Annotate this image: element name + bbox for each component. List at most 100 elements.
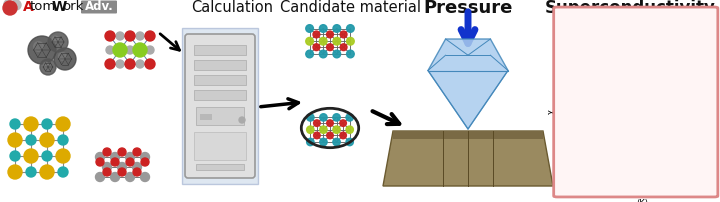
Circle shape — [8, 165, 22, 179]
Circle shape — [40, 133, 54, 147]
Circle shape — [52, 36, 59, 43]
Circle shape — [48, 32, 68, 52]
Circle shape — [346, 126, 354, 133]
Circle shape — [314, 132, 320, 139]
Circle shape — [146, 46, 154, 54]
Circle shape — [313, 44, 320, 50]
Circle shape — [341, 44, 347, 50]
Circle shape — [346, 50, 354, 58]
Circle shape — [105, 59, 115, 69]
Circle shape — [346, 25, 354, 32]
Circle shape — [132, 162, 142, 171]
Circle shape — [110, 173, 120, 182]
Circle shape — [125, 173, 135, 182]
Circle shape — [145, 59, 155, 69]
Circle shape — [58, 52, 66, 60]
Circle shape — [320, 114, 327, 121]
Bar — [194, 90, 246, 100]
Circle shape — [42, 119, 52, 129]
Circle shape — [333, 25, 341, 32]
Circle shape — [113, 43, 127, 57]
Polygon shape — [383, 131, 553, 186]
Bar — [182, 28, 258, 184]
Circle shape — [96, 158, 104, 166]
Circle shape — [307, 114, 314, 121]
Circle shape — [118, 148, 126, 156]
Circle shape — [40, 165, 54, 179]
Circle shape — [40, 59, 56, 75]
Circle shape — [346, 138, 354, 146]
Circle shape — [26, 135, 36, 145]
Polygon shape — [428, 39, 508, 129]
Text: Candidate material: Candidate material — [279, 0, 420, 16]
Circle shape — [96, 153, 104, 162]
Circle shape — [10, 119, 20, 129]
Circle shape — [24, 149, 38, 163]
Circle shape — [103, 148, 111, 156]
Circle shape — [11, 0, 21, 10]
Circle shape — [306, 50, 313, 58]
Text: Superconducting transition: Superconducting transition — [607, 57, 693, 62]
Text: Adv.: Adv. — [85, 0, 113, 14]
Bar — [194, 75, 246, 85]
X-axis label: (K): (K) — [636, 199, 649, 202]
Circle shape — [140, 153, 150, 162]
Circle shape — [125, 59, 135, 69]
Circle shape — [145, 31, 155, 41]
Circle shape — [10, 151, 20, 161]
Circle shape — [333, 114, 341, 121]
Circle shape — [320, 37, 327, 45]
Bar — [194, 60, 246, 70]
Circle shape — [118, 168, 126, 176]
Circle shape — [125, 153, 135, 162]
Circle shape — [333, 126, 341, 133]
Circle shape — [306, 25, 313, 32]
Circle shape — [8, 133, 22, 147]
Circle shape — [58, 135, 68, 145]
Circle shape — [136, 60, 144, 68]
Circle shape — [117, 162, 127, 171]
Circle shape — [340, 120, 346, 126]
Circle shape — [307, 126, 314, 133]
Circle shape — [333, 37, 341, 45]
Circle shape — [58, 167, 68, 177]
Circle shape — [96, 173, 104, 182]
Bar — [196, 107, 244, 125]
Text: Pressure: Pressure — [423, 0, 513, 17]
Circle shape — [125, 31, 135, 41]
Circle shape — [340, 132, 346, 139]
Circle shape — [42, 151, 52, 161]
Circle shape — [3, 1, 17, 15]
Circle shape — [103, 168, 111, 176]
Circle shape — [116, 60, 124, 68]
Circle shape — [136, 32, 144, 40]
Circle shape — [327, 31, 333, 38]
Circle shape — [141, 158, 149, 166]
Circle shape — [320, 50, 327, 58]
Circle shape — [313, 31, 320, 38]
Circle shape — [327, 44, 333, 50]
Circle shape — [111, 158, 119, 166]
Circle shape — [346, 114, 354, 121]
Bar — [393, 131, 543, 139]
Circle shape — [346, 37, 354, 45]
Circle shape — [56, 117, 70, 131]
Circle shape — [34, 42, 43, 51]
Circle shape — [126, 158, 134, 166]
Circle shape — [133, 168, 141, 176]
Circle shape — [102, 162, 112, 171]
Bar — [194, 45, 246, 55]
Circle shape — [43, 62, 49, 68]
Circle shape — [306, 37, 313, 45]
Text: ork: ork — [62, 0, 84, 14]
Circle shape — [140, 173, 150, 182]
Circle shape — [239, 117, 245, 123]
Circle shape — [307, 138, 314, 146]
Text: (63.2 GPa): (63.2 GPa) — [626, 77, 665, 86]
Circle shape — [54, 48, 76, 70]
Circle shape — [320, 126, 327, 133]
Circle shape — [333, 50, 341, 58]
Circle shape — [116, 32, 124, 40]
Y-axis label: χ: χ — [546, 109, 556, 114]
Text: Superconductivity: Superconductivity — [544, 0, 716, 17]
